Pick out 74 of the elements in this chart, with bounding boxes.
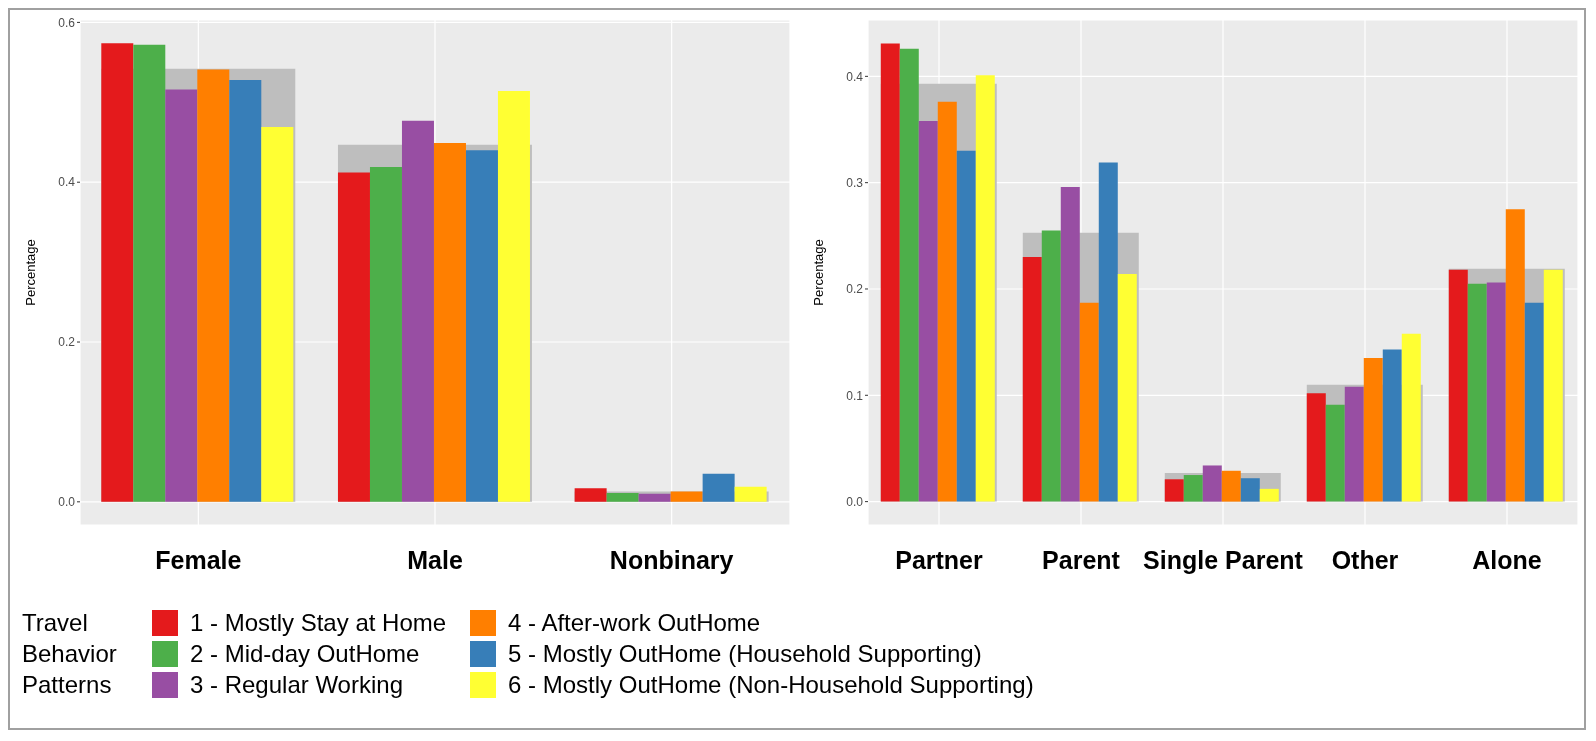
bar	[1060, 186, 1080, 502]
bar	[1022, 257, 1042, 502]
x-tick-label: Female	[155, 545, 242, 574]
y-axis-title: Percentage	[22, 239, 38, 306]
y-tick-label: 0.0	[58, 495, 76, 510]
legend-label: 5 - Mostly OutHome (Household Supporting)	[508, 639, 982, 668]
bar	[1543, 269, 1563, 502]
bar	[1363, 358, 1383, 502]
legend-label: 6 - Mostly OutHome (Non-Household Supporting)	[508, 670, 1034, 699]
y-tick-label: 0.3	[846, 175, 864, 190]
bar	[1524, 302, 1544, 502]
legend-label: 4 - After-work OutHome	[508, 608, 761, 637]
y-tick-label: 0.4	[846, 69, 864, 84]
bar	[899, 48, 919, 502]
bar	[1505, 209, 1525, 502]
bar	[465, 150, 498, 502]
bar	[1448, 269, 1468, 502]
bar	[1221, 470, 1241, 502]
bar	[1344, 386, 1364, 502]
bar	[1401, 333, 1421, 502]
bar	[401, 120, 434, 502]
x-tick-label: Alone	[1472, 545, 1542, 574]
legend-label: 2 - Mid-day OutHome	[190, 639, 420, 668]
legend-label: 3 - Regular Working	[190, 670, 403, 699]
bar	[734, 486, 767, 502]
bar	[918, 121, 938, 502]
x-tick-label: Nonbinary	[609, 545, 734, 574]
bar	[880, 43, 900, 502]
bar	[702, 473, 735, 502]
bar	[433, 143, 466, 502]
bar	[670, 491, 703, 502]
bar	[165, 89, 198, 502]
y-tick-label: 0.1	[846, 388, 864, 403]
bar	[1325, 404, 1345, 502]
y-tick-label: 0.2	[846, 282, 864, 297]
bar	[956, 150, 976, 502]
x-tick-label: Partner	[895, 545, 984, 574]
x-tick-label: Other	[1331, 545, 1399, 574]
legend-label: 1 - Mostly Stay at Home	[190, 608, 447, 637]
bar	[1306, 393, 1326, 502]
bar	[574, 488, 607, 502]
bar	[1202, 465, 1222, 502]
bar	[1486, 282, 1506, 502]
bar	[1098, 162, 1118, 502]
bar	[638, 493, 671, 502]
bar	[229, 79, 262, 502]
bar	[337, 172, 370, 502]
bar	[197, 69, 230, 502]
x-tick-label: Male	[407, 545, 463, 574]
bar	[1467, 283, 1487, 502]
bar	[133, 44, 166, 502]
bar	[1240, 478, 1260, 502]
bar	[261, 127, 294, 502]
bar	[1079, 302, 1099, 502]
y-tick-label: 0.2	[58, 335, 76, 350]
bar	[497, 91, 530, 502]
x-tick-label: Parent	[1042, 545, 1121, 574]
y-tick-label: 0.6	[58, 15, 76, 30]
y-tick-label: 0.4	[58, 175, 76, 190]
bar	[1259, 488, 1279, 502]
bar	[975, 75, 995, 502]
bar	[369, 167, 402, 502]
bar	[101, 43, 134, 502]
x-tick-label: Single Parent	[1143, 545, 1304, 574]
bar	[937, 101, 957, 502]
bar	[1117, 274, 1137, 502]
y-tick-label: 0.0	[846, 494, 864, 509]
bar	[1382, 349, 1402, 502]
bar	[1164, 479, 1184, 502]
bar	[1041, 230, 1061, 502]
y-axis-title: Percentage	[810, 239, 826, 306]
bar	[1183, 475, 1203, 502]
bar	[606, 493, 639, 502]
legend-title: Travel Behavior Patterns	[22, 608, 118, 700]
